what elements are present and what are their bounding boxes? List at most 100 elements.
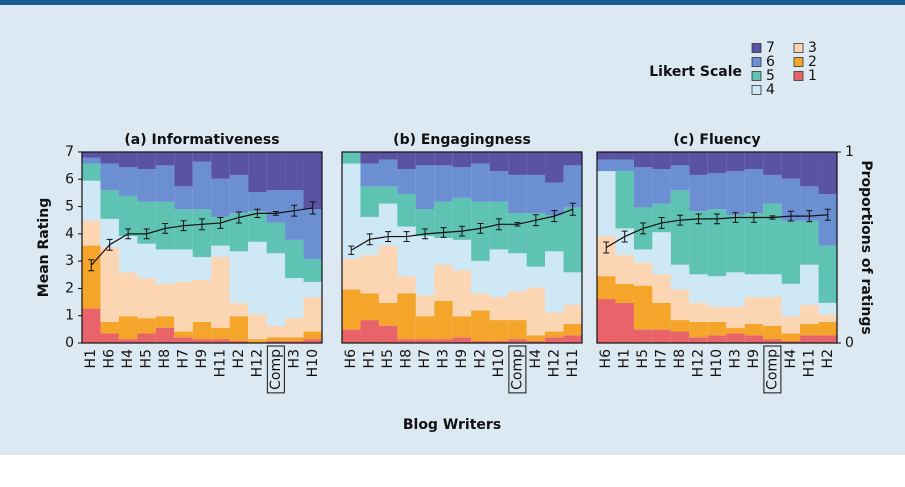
bar-segment <box>303 297 322 332</box>
bar-segment <box>670 165 690 191</box>
bar-segment <box>415 209 435 237</box>
bar-segment <box>137 201 156 244</box>
bar-segment <box>615 171 634 229</box>
legend-swatch <box>751 57 762 67</box>
bar-segment <box>526 335 546 342</box>
bar-segment <box>82 220 101 246</box>
x-tick-label: H11 <box>801 349 817 377</box>
error-bar <box>806 210 813 223</box>
bar-segment <box>689 337 708 343</box>
bar-segment <box>781 220 801 284</box>
bar-segment <box>397 169 416 195</box>
bar-segment <box>137 243 156 279</box>
bar-segment <box>174 186 193 210</box>
bar-segment <box>508 152 527 175</box>
y-tick-label: 2 <box>65 280 74 296</box>
bar-segment <box>137 169 156 202</box>
error-bar <box>532 214 539 227</box>
bar-segment <box>744 213 764 275</box>
bar-segment <box>211 339 230 343</box>
bar-segment <box>100 218 119 248</box>
bar-segment <box>415 339 435 343</box>
bar-segment <box>508 174 527 214</box>
bar-segment <box>266 222 286 254</box>
bar-segment <box>707 276 727 307</box>
bar-segment <box>100 321 119 334</box>
bar-segment <box>781 283 801 317</box>
plot-frame <box>341 151 583 344</box>
x-tick-label: H3 <box>286 349 302 368</box>
bar-segment <box>508 339 527 343</box>
bar-segment <box>342 289 361 330</box>
bar-segment <box>489 320 509 342</box>
bar-segment <box>597 152 616 160</box>
bar-segment <box>229 213 249 252</box>
x-tick-label: H5 <box>380 349 396 368</box>
bar-segment <box>818 314 837 322</box>
bar-segment <box>174 152 193 187</box>
bar-segment <box>744 152 764 170</box>
bar-segment <box>303 209 322 259</box>
bar-segment <box>726 152 745 172</box>
bar-segment <box>744 169 764 214</box>
bar-segment <box>452 239 472 271</box>
legend-label: 6 <box>766 54 775 70</box>
bar-segment <box>800 323 819 336</box>
bar-segment <box>526 287 546 336</box>
highlight-box <box>508 345 527 394</box>
x-tick-label: H9 <box>194 349 210 368</box>
bar-segment <box>397 276 416 294</box>
bar-segment <box>434 339 453 343</box>
bar-segment <box>633 249 653 263</box>
error-bar <box>495 218 502 231</box>
bar-segment <box>597 236 616 277</box>
bar-segment <box>670 331 690 343</box>
bar-segment <box>670 152 690 166</box>
bar-segment <box>434 264 453 301</box>
bar-segment <box>118 316 138 340</box>
error-bar <box>385 231 392 242</box>
x-tick-label: H6 <box>343 349 359 369</box>
bar-segment <box>471 260 490 294</box>
bar-segment <box>707 306 727 322</box>
bar-segment <box>100 163 119 191</box>
error-bar <box>714 213 720 225</box>
error-bar <box>750 212 757 223</box>
error-bar <box>235 211 242 224</box>
bar-segment <box>563 323 582 336</box>
bar-segment <box>744 274 764 298</box>
x-tick-label: H11 <box>212 349 228 377</box>
error-bar <box>440 227 447 238</box>
bar-segment <box>489 341 509 343</box>
bar-segment <box>118 152 138 168</box>
bar-segment <box>229 302 249 317</box>
bar-segment <box>526 152 546 175</box>
error-bar <box>254 208 261 218</box>
bar-segment <box>508 253 527 292</box>
x-tick-label: H3 <box>436 349 452 368</box>
bar-segment <box>378 186 398 204</box>
bar-segment <box>615 302 634 343</box>
bar-segment <box>526 174 546 214</box>
bar-segment <box>781 178 801 221</box>
bar-segment <box>211 257 230 328</box>
error-bar <box>514 222 521 227</box>
bar-segment <box>342 152 361 164</box>
error-bar <box>621 230 628 243</box>
bar-segment <box>229 251 249 303</box>
bar-segment <box>563 207 582 273</box>
error-bar <box>125 228 132 240</box>
bar-segment <box>563 272 582 305</box>
panel-title: (b) Engagingness <box>393 132 531 148</box>
x-tick-label: H7 <box>654 349 670 368</box>
plot-frame <box>81 151 323 344</box>
x-tick-label: H4 <box>120 349 136 369</box>
x-axis-label: Blog Writers <box>403 417 501 433</box>
bar-segment <box>285 337 304 342</box>
bar-segment <box>285 341 304 343</box>
bar-segment <box>174 337 193 343</box>
bar-segment <box>82 180 101 221</box>
bar-segment <box>303 331 322 340</box>
x-tick-label: Comp <box>509 349 525 390</box>
bar-segment <box>726 333 745 343</box>
